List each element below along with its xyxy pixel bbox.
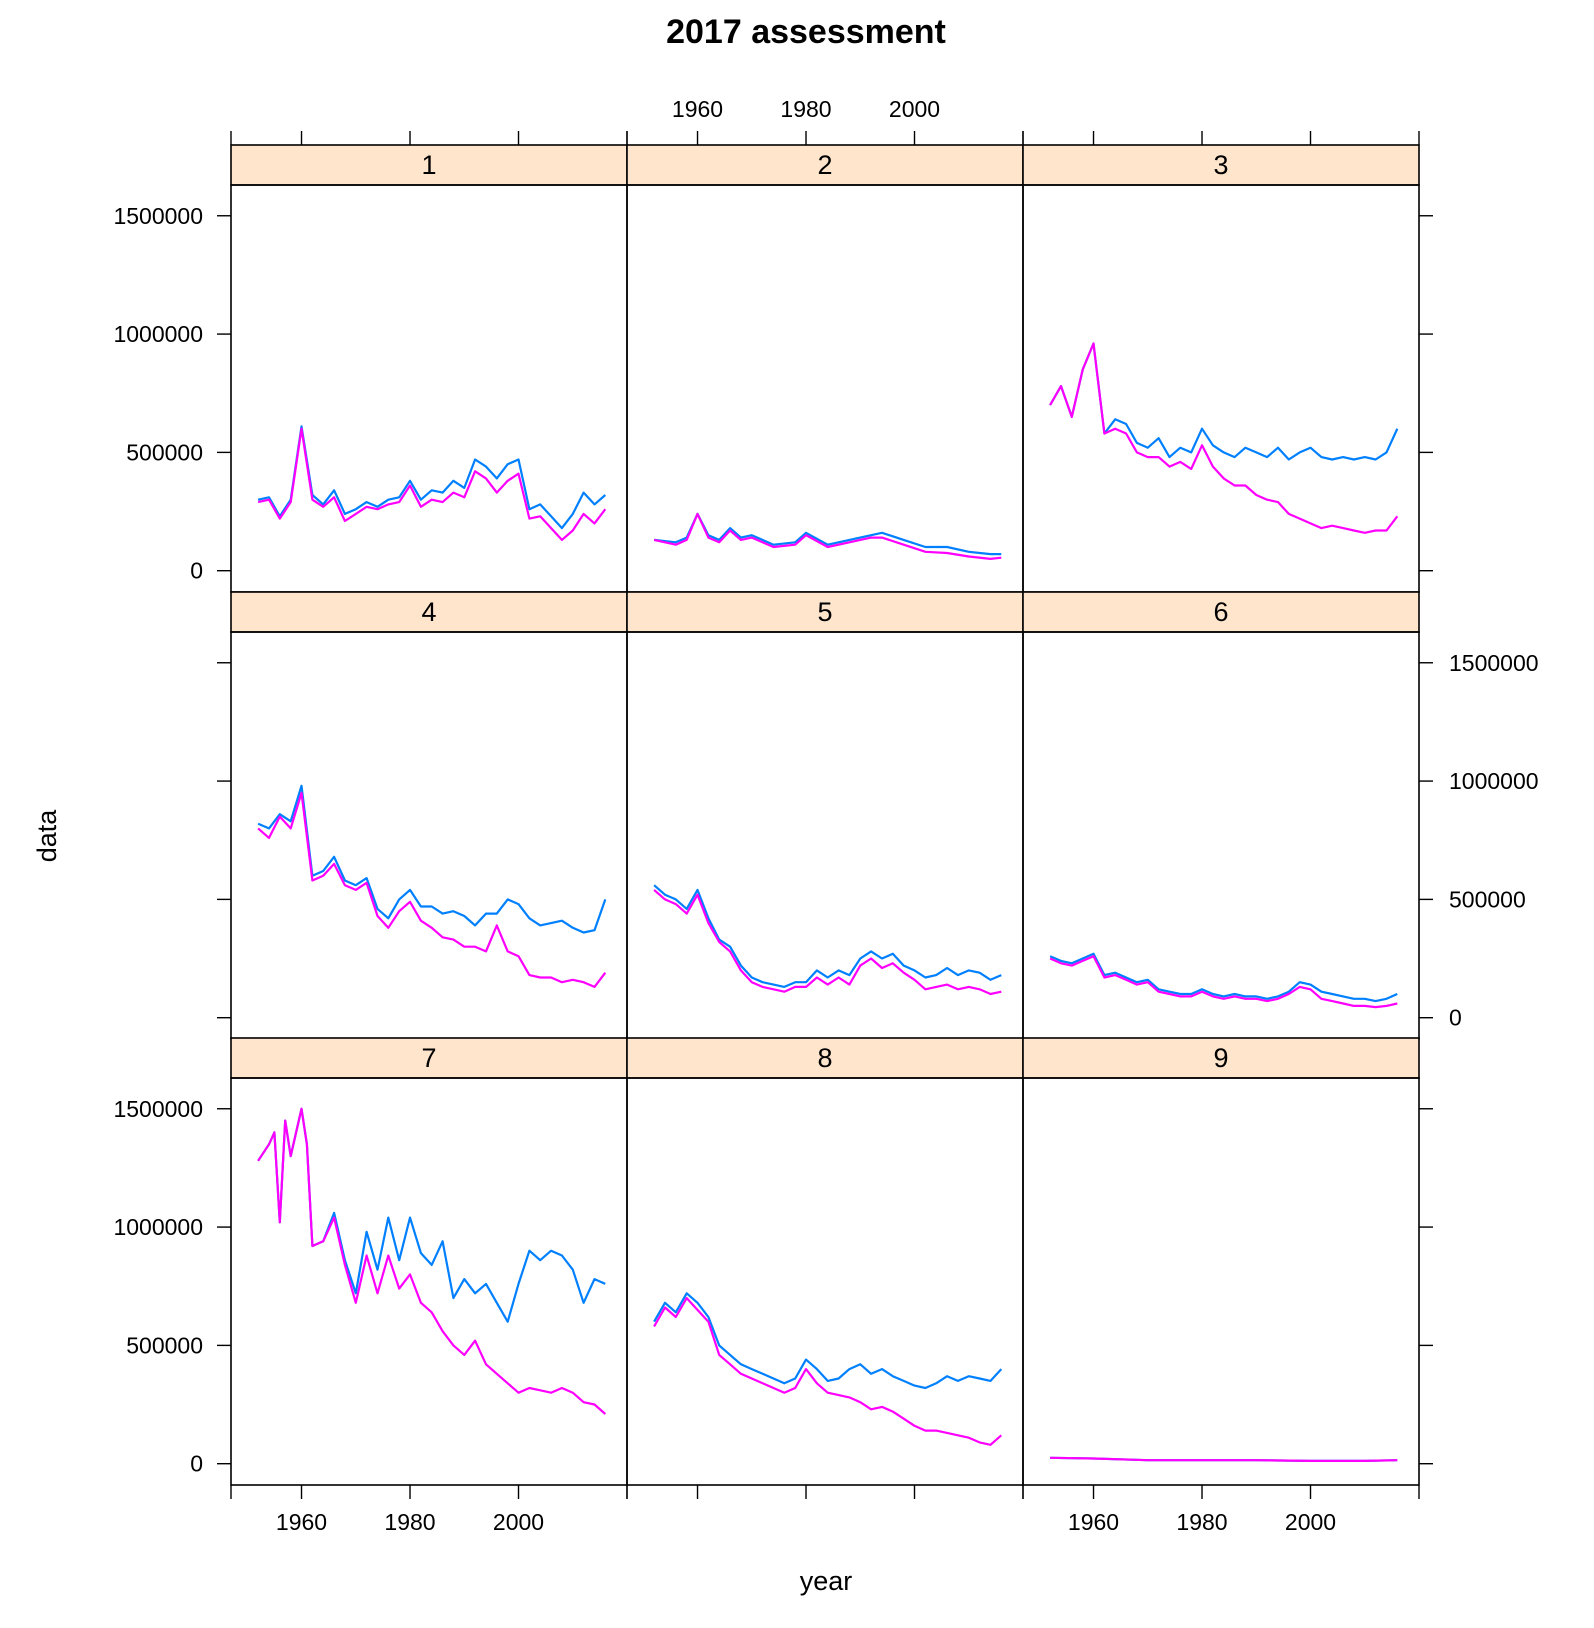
series-line-2 [653,512,1002,560]
x-tick-label: 1980 [384,1509,435,1535]
panel-strip-label: 6 [1213,597,1228,627]
panel-1: 1 [230,144,628,593]
series-line-1 [1049,952,1398,1003]
panel-frame [1022,1077,1420,1486]
panel-frame [626,184,1024,593]
series-line-2 [1049,342,1399,534]
panel-strip-label: 4 [421,597,436,627]
panel-strip [230,591,628,633]
x-tick-label: 1960 [276,1509,327,1535]
series-line-2 [1049,955,1398,1009]
x-tick-label: 1960 [1068,1509,1119,1535]
series-line-2 [257,1107,607,1415]
panel-strip [626,1037,1024,1079]
y-tick-label: 500000 [126,1332,203,1358]
series-line-1 [653,884,1002,988]
panel-frame [230,184,628,593]
series-line-2 [1050,1456,1398,1462]
panels-layer: 1 2 3 4 5 6 7 8 9 [230,144,1420,1486]
panel-6: 6 [1022,591,1420,1040]
series-line-1 [1049,342,1399,461]
y-axis-title: data [32,809,62,863]
x-tick-label: 2000 [1285,1509,1336,1535]
panel-strip-label: 2 [817,150,832,180]
y-tick-label: 0 [190,1451,203,1477]
chart-title: 2017 assessment [666,13,946,51]
panel-3: 3 [1022,144,1420,593]
y-tick-label: 1000000 [113,321,203,347]
panel-strip-label: 8 [817,1043,832,1073]
panel-frame [230,631,628,1040]
y-tick-label: 1000000 [1449,768,1539,794]
panel-strip [230,1037,628,1079]
y-tick-label: 1500000 [1449,650,1539,676]
series-line-2 [257,791,607,988]
panel-8: 8 [626,1037,1024,1486]
y-tick-label: 0 [190,558,203,584]
panel-strip-label: 7 [421,1043,436,1073]
panel-7: 7 [230,1037,628,1486]
panel-frame [230,1077,628,1486]
x-tick-label: 2000 [889,96,940,122]
panel-strip-label: 9 [1213,1043,1228,1073]
panel-strip-label: 3 [1213,150,1228,180]
y-tick-label: 1500000 [113,203,203,229]
y-tick-label: 500000 [1449,886,1526,912]
x-tick-label: 2000 [493,1509,544,1535]
x-tick-label: 1960 [672,96,723,122]
series-line-1 [257,425,607,530]
y-tick-label: 1500000 [113,1096,203,1122]
panel-4: 4 [230,591,628,1040]
y-tick-label: 1000000 [113,1214,203,1240]
y-tick-label: 0 [1449,1005,1462,1031]
panel-strip-label: 5 [817,597,832,627]
panel-9: 9 [1022,1037,1420,1486]
x-tick-label: 1980 [1176,1509,1227,1535]
series-line-2 [653,889,1002,996]
panel-2: 2 [626,144,1024,593]
panel-strip-label: 1 [421,150,436,180]
panel-strip [626,144,1024,186]
y-tick-label: 500000 [126,439,203,465]
panel-5: 5 [626,591,1024,1040]
x-axis-title: year [800,1566,853,1596]
panel-strip [1022,1037,1420,1079]
series-line-1 [257,784,607,934]
series-line-2 [257,427,607,541]
series-line-1 [653,1292,1003,1390]
panel-frame [626,631,1024,1040]
x-tick-label: 1980 [780,96,831,122]
panel-frame [626,1077,1024,1486]
panel-frame [1022,631,1420,1040]
panel-strip [230,144,628,186]
series-line-2 [653,1297,1003,1446]
